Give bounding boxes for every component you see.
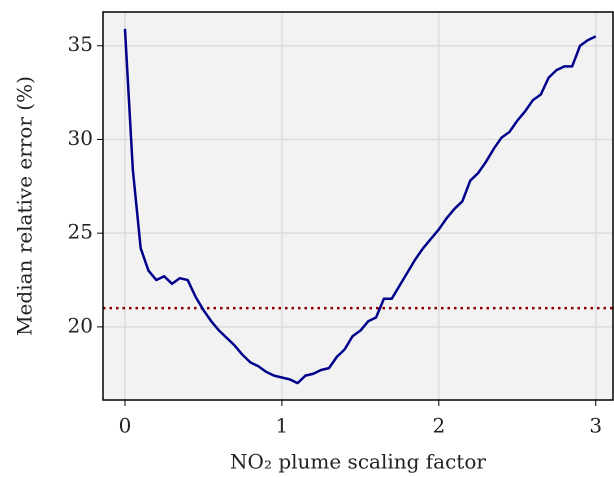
y-tick-label: 30	[68, 126, 93, 150]
y-tick-label: 20	[68, 313, 93, 337]
x-axis-label: NO₂ plume scaling factor	[230, 450, 486, 474]
plot-background	[103, 12, 613, 400]
x-tick-label: 2	[432, 414, 445, 438]
y-tick-label: 25	[68, 220, 93, 244]
plot-frame	[102, 11, 614, 401]
x-tick-label: 1	[276, 414, 289, 438]
y-axis-label: Median relative error (%)	[13, 76, 37, 336]
x-tick-label: 3	[589, 414, 602, 438]
data-line	[123, 28, 597, 385]
y-tick-label: 35	[68, 32, 93, 56]
x-tick-label: 0	[119, 414, 132, 438]
